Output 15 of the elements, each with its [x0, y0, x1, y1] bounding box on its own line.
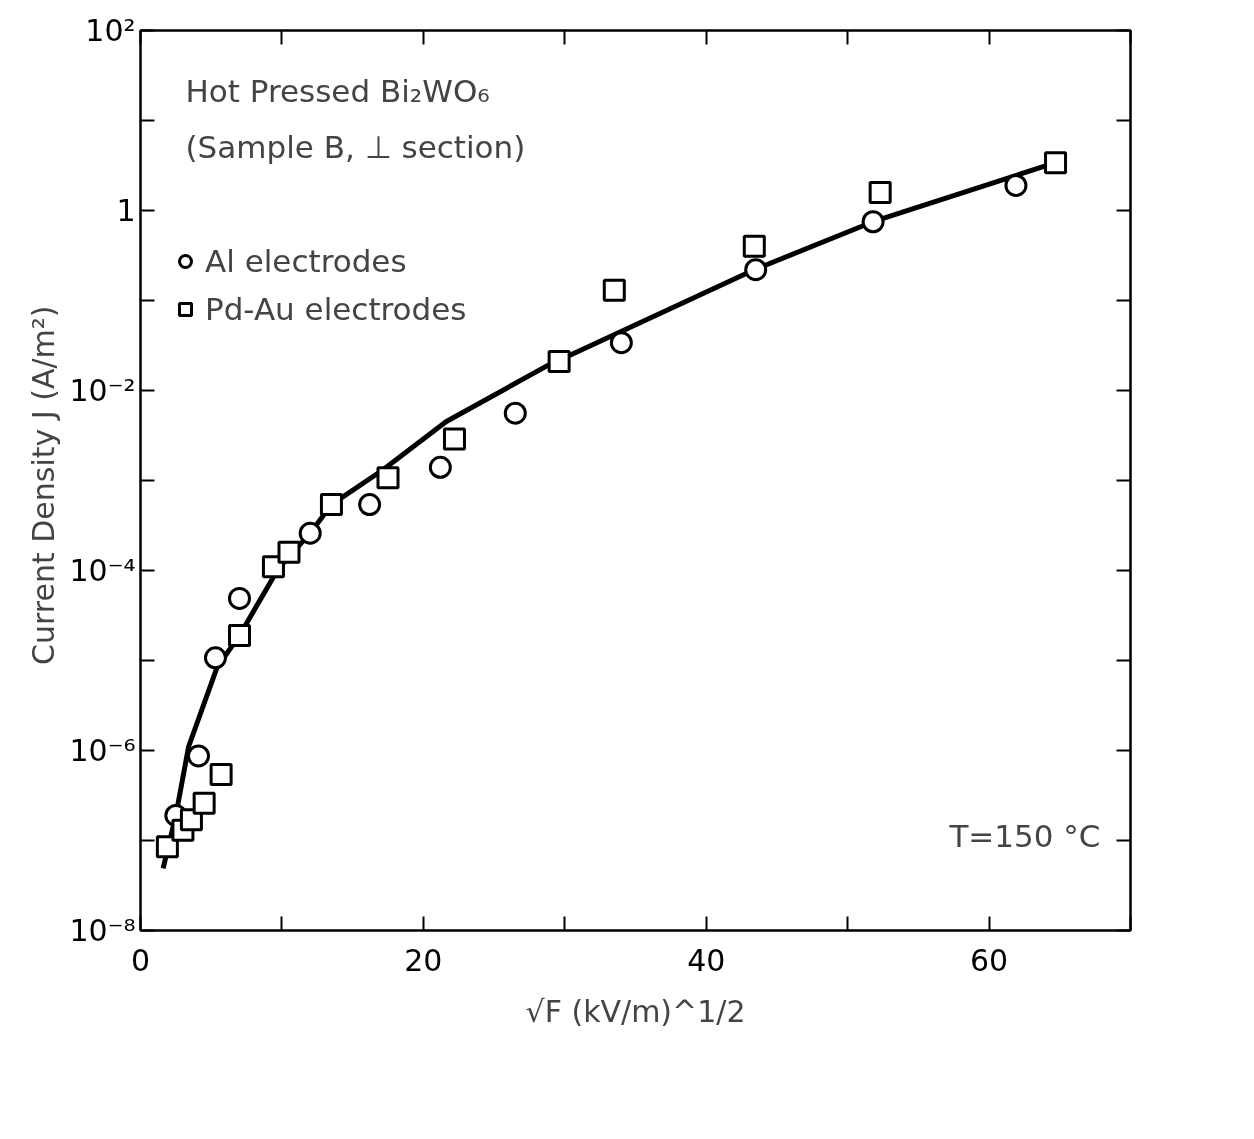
y-tick-label: 10⁻⁶	[69, 733, 136, 768]
x-axis-title: √F (kV/m)^1/2	[525, 993, 746, 1029]
annotation: (Sample B, ⊥ section)	[185, 128, 526, 165]
y-tick-label: 10⁻⁴	[69, 553, 136, 588]
legend-label: Al electrodes	[205, 243, 407, 279]
y-axis-title: Current Density J (A/m²)	[26, 305, 62, 665]
x-tick-label: 40	[687, 942, 726, 978]
y-tick-label: 10⁻²	[69, 373, 136, 408]
y-tick-label: 1	[116, 193, 136, 228]
annotation: T=150 °C	[948, 817, 1101, 854]
x-tick-label: 60	[969, 942, 1009, 978]
x-tick-label: 20	[404, 942, 443, 978]
y-tick-label: 10²	[85, 13, 136, 48]
annotation: Hot Pressed Bi₂WO₆	[185, 72, 490, 109]
legend-label: Pd-Au electrodes	[205, 291, 467, 327]
